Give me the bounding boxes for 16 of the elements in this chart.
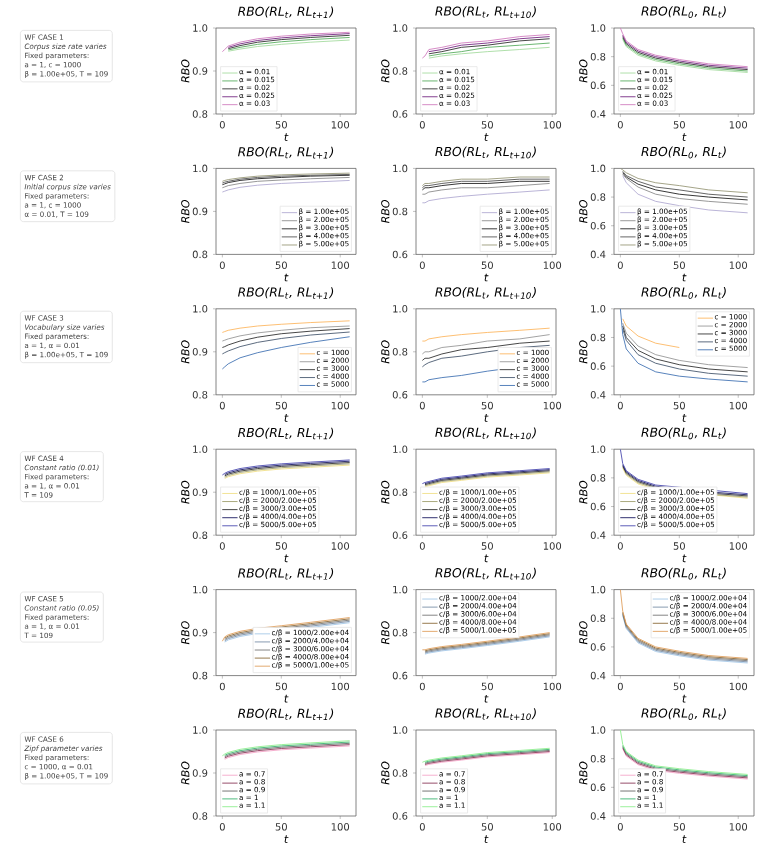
line-series: [619, 730, 749, 775]
line-series: [221, 325, 351, 342]
line-series: [622, 175, 749, 214]
line-series: [421, 189, 551, 204]
line-series: [619, 308, 749, 383]
line-series: [421, 340, 551, 361]
line-series: [421, 34, 551, 59]
line-series: [421, 334, 551, 355]
line-series: [619, 589, 749, 659]
line-series: [421, 327, 551, 342]
line-series: [221, 328, 351, 348]
line-series: [428, 42, 551, 57]
line-series: [221, 31, 351, 53]
line-series: [221, 336, 351, 370]
line-series: [622, 318, 680, 348]
line-series: [221, 331, 351, 355]
